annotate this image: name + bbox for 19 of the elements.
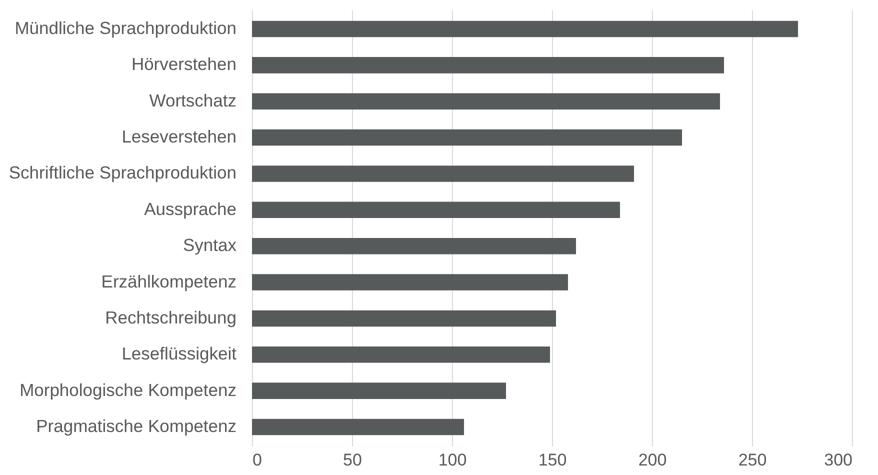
y-tick-label: Syntax [183, 235, 237, 256]
x-tick-label: 300 [824, 450, 852, 470]
y-tick-label: Rechtschreibung [105, 307, 236, 328]
y-tick-label: Leseflüssigkeit [122, 344, 237, 364]
x-tick-label: 200 [638, 450, 667, 470]
x-tick-label: 50 [343, 450, 362, 470]
y-tick-label: Pragmatische Kompetenz [36, 416, 236, 436]
y-tick-label: Morphologische Kompetenz [20, 380, 236, 400]
y-tick-label: Hörverstehen [131, 54, 236, 74]
y-tick-label: Aussprache [144, 198, 236, 219]
x-tick-label: 150 [538, 450, 567, 470]
y-tick-label: Wortschatz [149, 90, 236, 110]
y-tick-label: Leseverstehen [122, 126, 236, 147]
y-tick-label: Schriftliche Sprachproduktion [8, 162, 236, 183]
x-tick-label: 100 [438, 450, 467, 470]
x-tick-label: 250 [738, 450, 767, 470]
y-tick-label: Erzählkompetenz [101, 271, 236, 292]
x-tick-label: 0 [252, 450, 262, 470]
y-tick-label: Mündliche Sprachproduktion [14, 18, 236, 38]
